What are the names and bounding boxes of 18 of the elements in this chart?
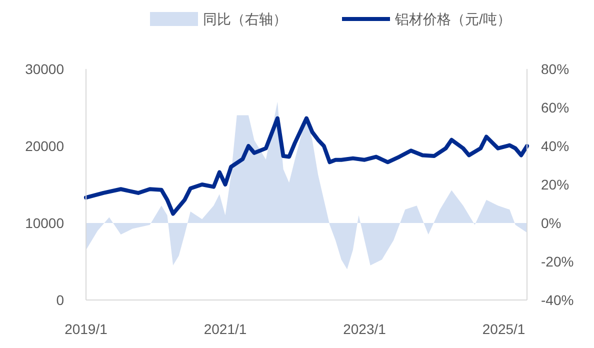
x-tick-label: 2023/1: [343, 321, 386, 337]
y2-tick-label: -40%: [541, 292, 574, 308]
x-tick-label: 2019/1: [64, 321, 108, 337]
legend-label: 铝材价格（元/吨）: [394, 11, 511, 27]
y2-tick-label: 20%: [541, 176, 570, 192]
x-tick-label: 2025/1: [482, 321, 526, 337]
y2-tick-label: 60%: [541, 100, 570, 116]
y-tick-label: 20000: [25, 138, 64, 154]
y2-tick-label: 0%: [541, 215, 562, 231]
line-series: [84, 116, 529, 216]
y2-tick-label: 80%: [541, 61, 570, 77]
y-tick-label: 10000: [25, 215, 64, 231]
x-tick-label: 2021/1: [204, 321, 247, 337]
y-tick-label: 0: [56, 292, 64, 308]
y2-tick-label: 40%: [541, 138, 570, 154]
y-tick-label: 30000: [25, 61, 64, 77]
y2-tick-label: -20%: [541, 254, 574, 270]
legend-label: 同比（右轴）: [203, 11, 287, 27]
